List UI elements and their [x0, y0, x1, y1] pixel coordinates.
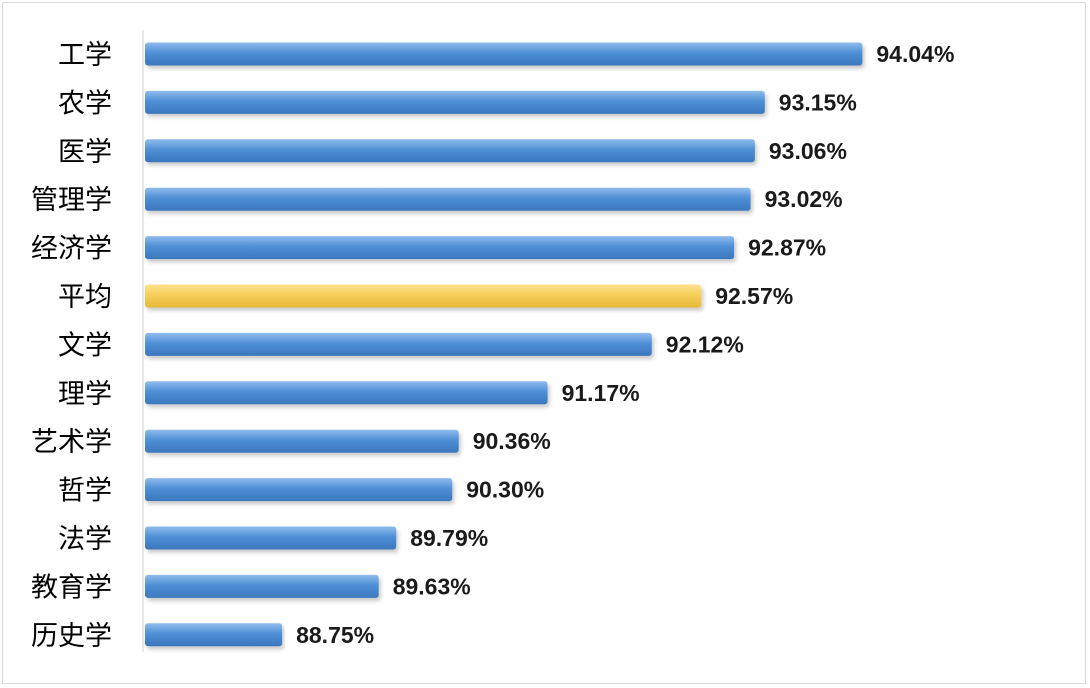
category-label: 教育学 [31, 572, 112, 603]
value-label: 93.15% [779, 89, 857, 115]
value-label: 93.02% [765, 186, 843, 212]
bar-1 [145, 90, 765, 114]
value-label: 89.79% [410, 525, 488, 551]
value-label: 90.30% [466, 477, 544, 503]
category-label: 管理学 [31, 185, 112, 216]
category-label: 工学 [58, 40, 112, 71]
category-label: 经济学 [31, 234, 112, 265]
category-label: 法学 [58, 524, 112, 555]
category-label: 平均 [58, 282, 112, 313]
value-label: 89.63% [393, 573, 471, 599]
bar-9 [145, 478, 453, 502]
value-label: 91.17% [562, 380, 640, 406]
bar-8 [145, 429, 459, 453]
bar-10 [145, 526, 397, 550]
value-label: 90.36% [473, 428, 551, 454]
bars-layer [145, 42, 863, 647]
bar-12 [145, 623, 283, 647]
category-label: 历史学 [31, 621, 112, 652]
value-label: 93.06% [769, 138, 847, 164]
category-label: 艺术学 [31, 427, 112, 458]
value-label: 92.12% [666, 331, 744, 357]
bar-0 [145, 42, 863, 66]
value-label: 88.75% [296, 622, 374, 648]
value-labels: 94.04% 93.15% 93.06% 93.02% 92.87% 92.57% 92.1… [296, 41, 954, 648]
bar-5 [145, 284, 702, 308]
category-label: 农学 [58, 88, 112, 119]
category-label: 哲学 [58, 476, 112, 507]
value-label: 94.04% [876, 41, 954, 67]
category-label: 文学 [58, 330, 112, 361]
bar-4 [145, 236, 735, 260]
value-label: 92.87% [748, 235, 826, 261]
bar-7 [145, 381, 548, 405]
bar-11 [145, 574, 379, 598]
category-label: 理学 [58, 379, 112, 410]
value-label: 92.57% [715, 283, 793, 309]
category-label: 医学 [58, 137, 112, 168]
bar-2 [145, 139, 755, 163]
bar-6 [145, 332, 652, 356]
bar-3 [145, 187, 751, 211]
